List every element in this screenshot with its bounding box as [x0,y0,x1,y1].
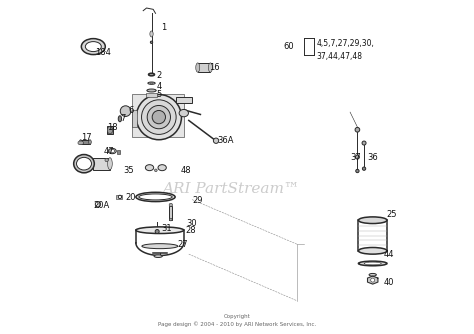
Ellipse shape [139,194,172,200]
Circle shape [136,95,182,140]
Text: 20A: 20A [93,201,109,210]
Polygon shape [78,141,83,145]
Circle shape [355,127,360,132]
Text: 16: 16 [209,63,219,72]
Circle shape [95,202,100,207]
Ellipse shape [76,157,91,170]
Text: 25: 25 [387,210,397,219]
Polygon shape [367,276,378,284]
Bar [93,158,110,170]
Bar [170,206,173,219]
Ellipse shape [158,165,166,171]
Bar [116,195,122,199]
Ellipse shape [358,247,387,254]
Text: 36A: 36A [217,136,234,145]
Ellipse shape [73,155,94,173]
Text: 29: 29 [192,196,202,205]
Ellipse shape [148,73,155,76]
Text: 37: 37 [350,153,361,162]
Ellipse shape [147,89,156,92]
Text: 40: 40 [384,278,394,287]
Ellipse shape [108,148,116,154]
Circle shape [155,169,157,172]
Ellipse shape [136,227,184,233]
Ellipse shape [358,217,387,223]
Ellipse shape [358,261,387,266]
Ellipse shape [82,39,105,54]
Text: 18: 18 [107,123,118,132]
Text: 31: 31 [161,224,172,233]
Ellipse shape [79,140,82,144]
Ellipse shape [107,127,113,134]
Circle shape [142,100,176,134]
Ellipse shape [364,262,381,265]
Bar [107,127,113,134]
Ellipse shape [118,195,122,199]
Circle shape [170,218,172,221]
Text: 36: 36 [367,153,378,162]
Circle shape [120,106,131,117]
Circle shape [152,111,165,124]
Ellipse shape [196,63,200,72]
Ellipse shape [209,63,212,72]
Circle shape [363,167,366,170]
Text: 1: 1 [161,23,166,32]
Ellipse shape [110,150,115,153]
Circle shape [371,278,375,282]
Text: 28: 28 [185,226,196,235]
Text: 48: 48 [181,166,191,175]
Bar [198,63,210,72]
Text: 20: 20 [126,193,136,202]
Text: 4: 4 [156,82,162,91]
Ellipse shape [150,83,153,84]
Ellipse shape [108,158,112,170]
Bar [81,140,90,144]
Circle shape [155,229,159,233]
Ellipse shape [154,255,162,258]
Text: Copyright
Page design © 2004 - 2010 by ARI Network Services, Inc.: Copyright Page design © 2004 - 2010 by A… [158,314,316,327]
Ellipse shape [85,42,101,51]
Text: 30: 30 [186,219,197,228]
Text: 27: 27 [177,240,188,249]
Text: 2: 2 [156,71,162,80]
Ellipse shape [142,244,178,248]
Circle shape [356,169,359,173]
Text: 17: 17 [82,133,92,142]
Circle shape [213,138,219,143]
Ellipse shape [369,274,376,276]
Bar [132,110,137,127]
Ellipse shape [105,158,108,162]
Text: 47: 47 [103,147,114,156]
Ellipse shape [146,165,154,171]
Circle shape [147,106,171,129]
Text: 60: 60 [283,42,294,51]
Ellipse shape [118,116,122,122]
Bar [146,93,157,97]
Bar [117,150,120,154]
Ellipse shape [136,192,175,202]
Ellipse shape [148,82,155,85]
Text: 7: 7 [120,114,125,123]
Ellipse shape [179,110,189,117]
Ellipse shape [150,31,153,37]
Circle shape [362,141,366,145]
Bar [132,94,184,137]
Text: 6: 6 [128,106,133,115]
Circle shape [356,155,359,159]
Circle shape [169,203,173,207]
Text: 35: 35 [123,166,134,175]
Text: 184: 184 [95,48,110,57]
Text: ARI PartStream™: ARI PartStream™ [162,182,299,196]
Ellipse shape [89,140,91,144]
Text: 44: 44 [384,249,394,259]
Ellipse shape [167,228,177,231]
Text: 5: 5 [156,90,162,99]
Text: 4,5,7,27,29,30,: 4,5,7,27,29,30, [316,39,374,48]
Ellipse shape [150,41,153,43]
Text: 37,44,47,48: 37,44,47,48 [316,52,362,61]
Bar [176,97,192,103]
